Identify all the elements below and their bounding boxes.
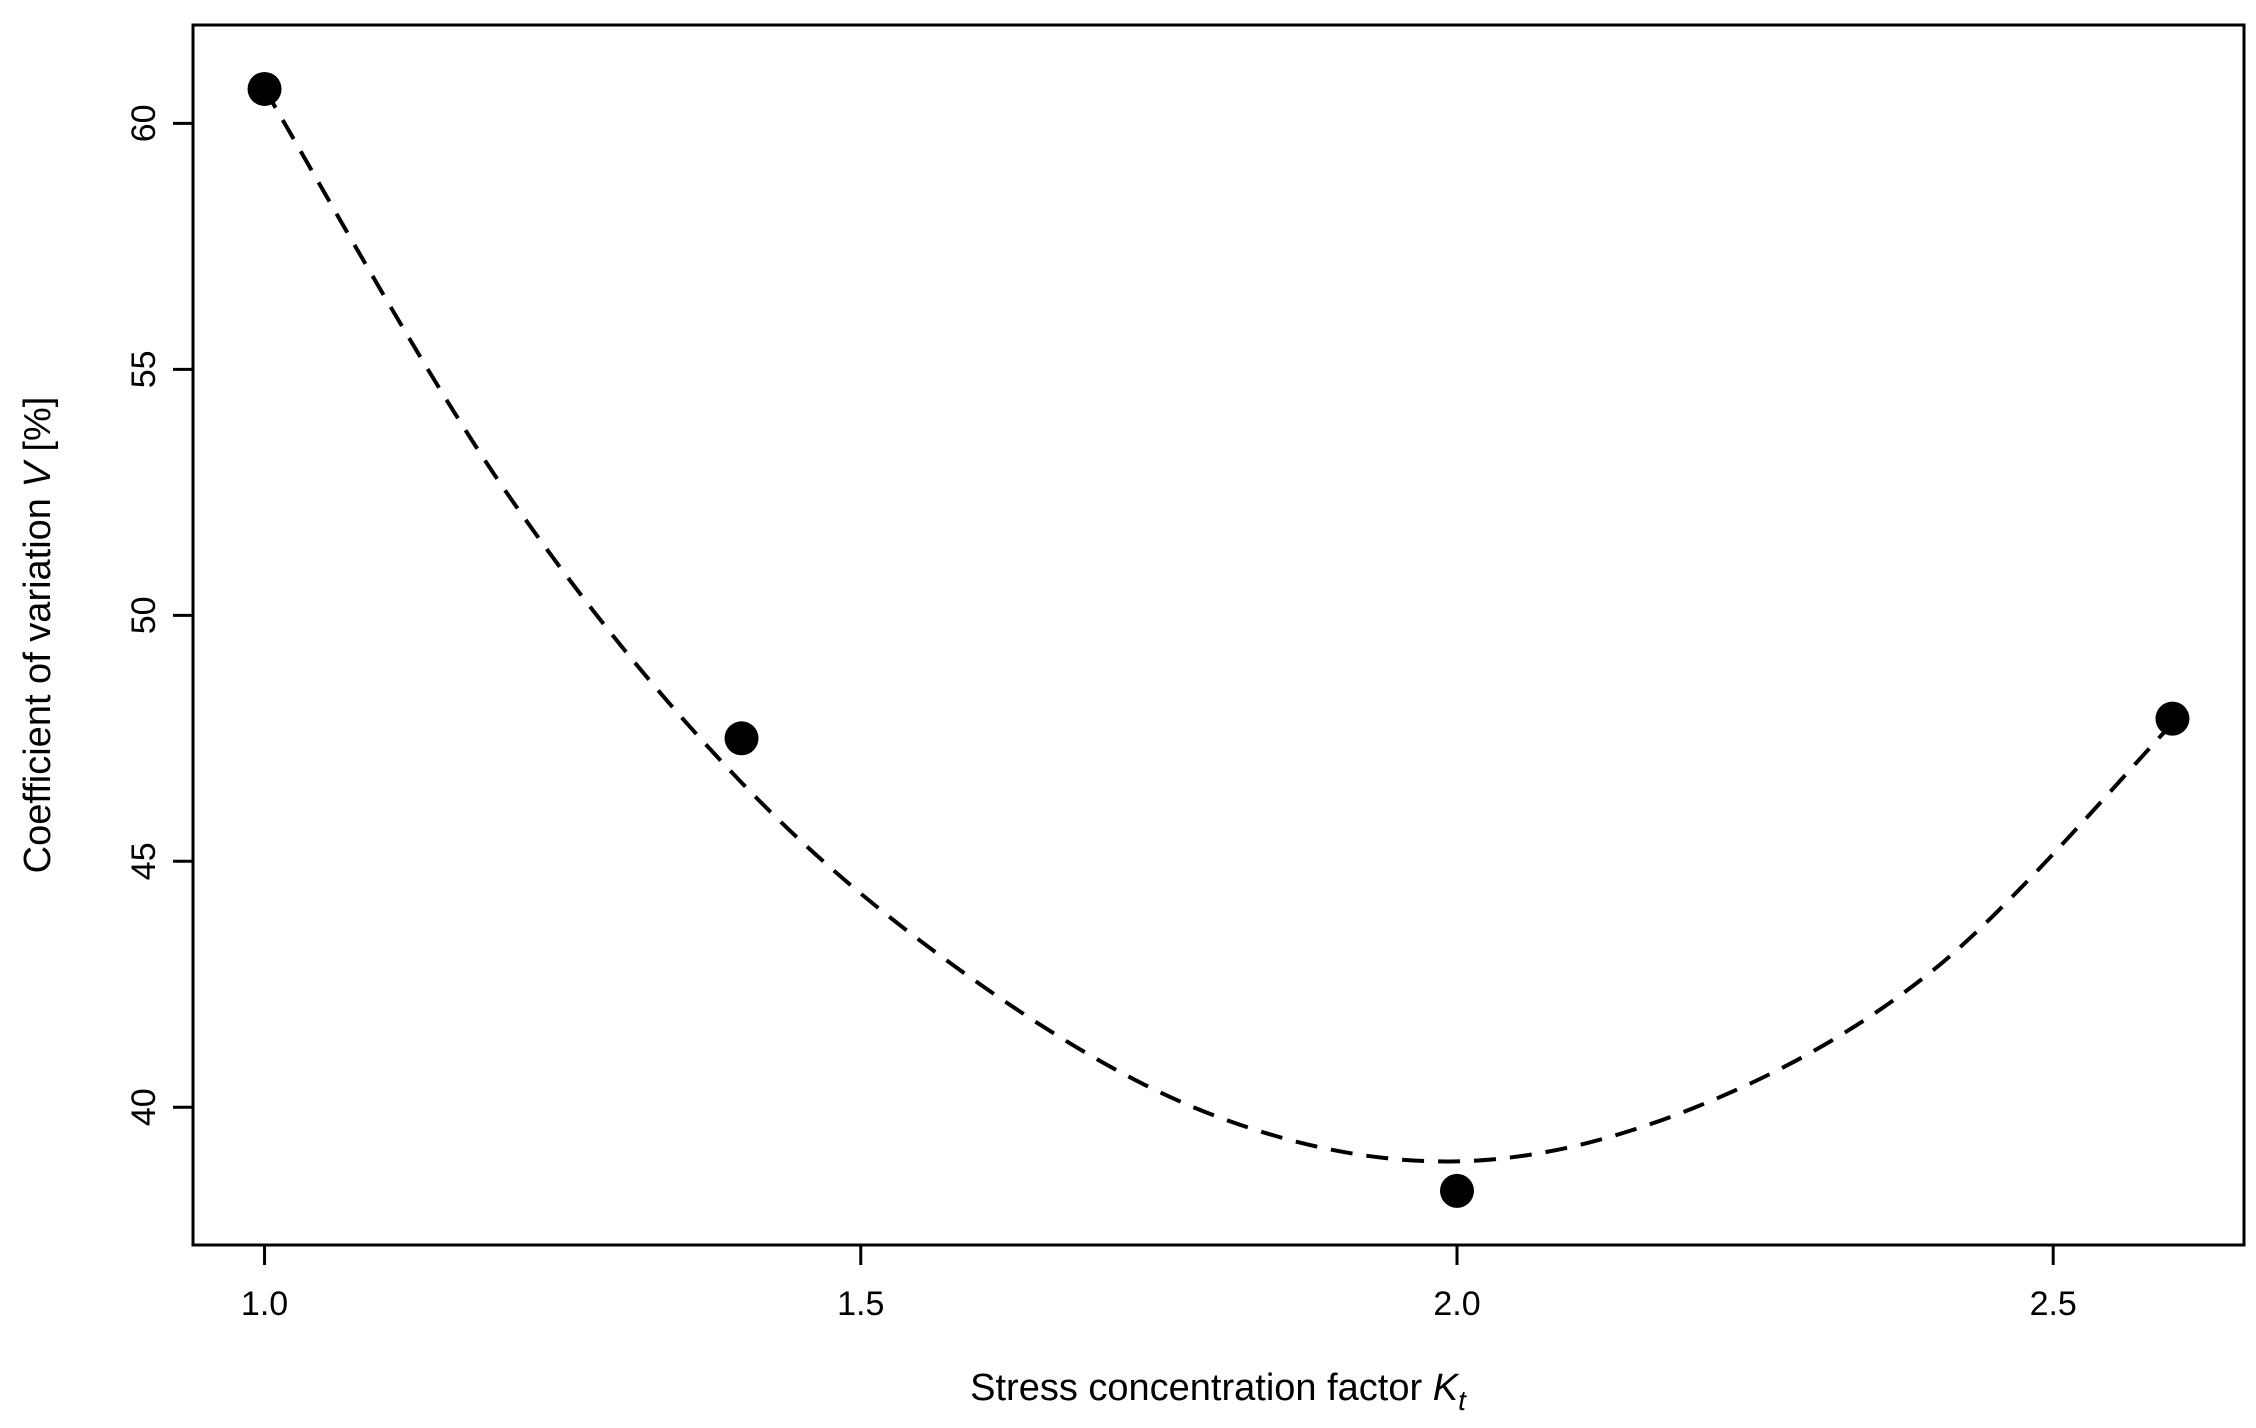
plot-frame [191, 23, 2246, 1247]
fit-curve [262, 87, 2174, 1164]
y-tick-label: 40 [125, 1088, 163, 1126]
y-tick-label: 60 [125, 104, 163, 142]
x-axis-title: Stress concentration factor Kt [970, 1367, 1467, 1416]
y-tick-label: 50 [125, 596, 163, 634]
x-tick-label: 2.0 [1433, 1285, 1480, 1323]
x-tick-label: 1.0 [241, 1285, 288, 1323]
y-tick-label: 45 [125, 842, 163, 880]
data-points [247, 71, 2190, 1208]
x-tick-label: 1.5 [837, 1285, 884, 1323]
y-axis-title: Coefficient of variation V [%] [17, 397, 59, 874]
data-point [724, 721, 759, 756]
x-axis: 1.0 1.5 2.0 2.5 [241, 1243, 2077, 1323]
y-axis: 40 45 50 55 60 [125, 104, 195, 1126]
data-point [247, 71, 282, 106]
x-tick-label: 2.5 [2030, 1285, 2077, 1323]
data-point [1439, 1173, 1474, 1208]
y-tick-label: 55 [125, 350, 163, 388]
data-point [2155, 701, 2190, 736]
